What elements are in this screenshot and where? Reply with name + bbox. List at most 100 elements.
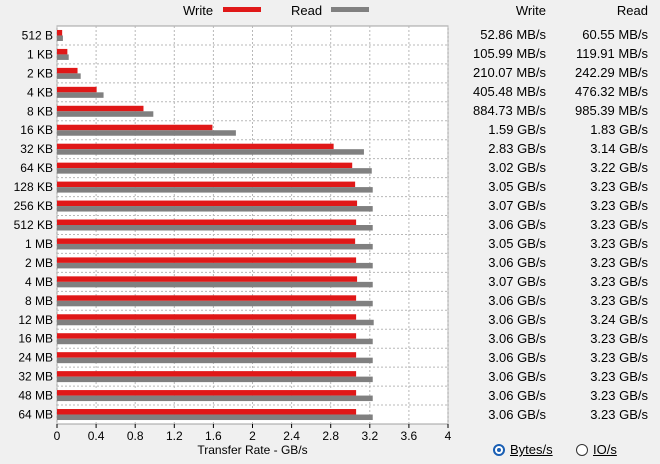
write-rate-cell: 52.86 MB/s	[480, 27, 546, 43]
bytes-per-second-radio[interactable]: Bytes/s	[493, 442, 553, 457]
transfer-rate-chart: 0 0.4 0.8 1.2 1.6 2 2.4 2.8 3.2 3.6 4 512 B 1 KB 2 KB…	[14, 25, 452, 457]
read-bar	[57, 376, 373, 383]
x-tick-label: 0	[54, 429, 61, 443]
write-rate-cell: 1.59 GB/s	[488, 122, 546, 138]
read-bar	[57, 73, 81, 79]
write-rate-cell: 3.07 GB/s	[488, 273, 546, 289]
write-bar	[57, 105, 144, 112]
read-rate-cell: 3.23 GB/s	[590, 273, 648, 289]
read-bar	[57, 357, 373, 364]
write-bar	[57, 124, 213, 131]
y-category-label: 48 MB	[18, 389, 53, 403]
write-bar	[57, 333, 357, 339]
read-bar	[57, 414, 373, 421]
x-tick-label: 3.2	[361, 429, 378, 443]
write-rate-cell: 3.02 GB/s	[488, 160, 546, 176]
read-rate-cell: 3.23 GB/s	[590, 349, 648, 365]
write-bar	[57, 86, 97, 93]
y-category-label: 512 KB	[14, 218, 53, 232]
x-tick-label: 2.8	[322, 429, 339, 443]
write-rate-cell: 3.06 GB/s	[488, 406, 546, 422]
write-bar	[57, 200, 358, 207]
y-category-label: 24 MB	[18, 351, 53, 365]
write-bar	[57, 352, 357, 358]
y-category-label: 12 MB	[18, 313, 53, 327]
read-bar	[57, 92, 104, 98]
y-category-label: 4 KB	[27, 85, 53, 99]
read-bar	[57, 130, 236, 136]
write-rate-cell: 3.06 GB/s	[488, 254, 546, 270]
read-rate-cell: 985.39 MB/s	[575, 103, 648, 119]
write-bar	[57, 409, 357, 415]
read-bar	[57, 338, 373, 345]
write-rate-cell: 3.05 GB/s	[488, 179, 546, 195]
write-bar	[57, 219, 357, 225]
x-tick-label: 3.6	[401, 429, 418, 443]
write-bar	[57, 238, 356, 244]
io-per-second-label: IO/s	[593, 442, 617, 457]
io-per-second-radio[interactable]: IO/s	[576, 442, 617, 457]
legend-read-swatch	[331, 7, 369, 12]
read-rate-cell: 3.23 GB/s	[590, 330, 648, 346]
write-rate-cell: 405.48 MB/s	[473, 84, 546, 100]
bytes-per-second-label: Bytes/s	[510, 442, 553, 457]
y-category-label: 256 KB	[14, 199, 53, 213]
y-category-label: 1 MB	[25, 237, 53, 251]
x-tick-label: 2	[249, 429, 256, 443]
write-rate-cell: 3.07 GB/s	[488, 198, 546, 214]
read-bar	[57, 281, 373, 288]
read-rate-cell: 3.23 GB/s	[590, 217, 648, 232]
table-header-write: Write	[515, 3, 546, 18]
table-header-read: Read	[616, 3, 648, 18]
radio-unselected-icon	[576, 443, 588, 456]
y-category-label: 512 B	[22, 28, 53, 42]
y-category-label: 1 KB	[27, 47, 53, 61]
write-rate-cell: 3.06 GB/s	[488, 387, 546, 403]
write-rate-cell: 3.06 GB/s	[488, 311, 546, 327]
write-rate-cell: 3.06 GB/s	[488, 292, 546, 308]
write-rate-cell: 3.06 GB/s	[488, 330, 546, 346]
x-tick-label: 2.4	[283, 429, 300, 443]
read-rate-cell: 3.23 GB/s	[590, 198, 648, 214]
write-rate-cell: 3.06 GB/s	[488, 349, 546, 365]
legend-write-swatch	[223, 7, 261, 12]
read-bar	[57, 187, 373, 193]
read-bar	[57, 300, 373, 307]
read-rate-cell: 1.83 GB/s	[590, 122, 648, 138]
radio-selected-icon	[493, 443, 505, 456]
x-tick-label: 0.8	[127, 429, 144, 443]
read-rate-cell: 242.29 MB/s	[575, 65, 648, 81]
read-rate-cell: 3.24 GB/s	[590, 311, 648, 327]
read-bar	[57, 149, 364, 155]
y-category-label: 64 MB	[18, 408, 53, 422]
write-rate-cell: 3.06 GB/s	[488, 217, 546, 232]
read-bar	[57, 111, 154, 117]
read-rate-cell: 3.23 GB/s	[590, 292, 648, 308]
write-bar	[57, 143, 334, 150]
y-category-label: 8 KB	[27, 104, 53, 118]
write-bar	[57, 162, 353, 169]
read-rate-cell: 119.91 MB/s	[575, 46, 648, 62]
y-category-label: 2 KB	[27, 66, 53, 80]
x-tick-label: 1.2	[166, 429, 183, 443]
read-bar	[57, 168, 372, 174]
read-bar	[57, 54, 69, 60]
y-category-label: 4 MB	[25, 275, 53, 289]
read-rate-cell: 3.22 GB/s	[590, 160, 648, 176]
y-category-label: 32 KB	[20, 142, 53, 156]
write-bar	[57, 48, 68, 55]
read-bar	[57, 319, 374, 326]
write-rate-cell: 210.07 MB/s	[473, 65, 546, 81]
results-table: Write Read 52.86 MB/s 60.55 MB/s 105.99 MB…	[456, 0, 660, 430]
write-bar	[57, 67, 78, 74]
read-rate-cell: 3.23 GB/s	[590, 406, 648, 422]
write-bar	[57, 276, 358, 282]
write-bar	[57, 295, 357, 301]
y-category-label: 2 MB	[25, 256, 53, 270]
write-rate-cell: 105.99 MB/s	[473, 46, 546, 62]
write-bar	[57, 181, 356, 188]
read-rate-cell: 3.23 GB/s	[590, 368, 648, 384]
y-category-label: 128 KB	[14, 180, 53, 194]
write-bar	[57, 371, 357, 377]
read-bar	[57, 206, 373, 212]
